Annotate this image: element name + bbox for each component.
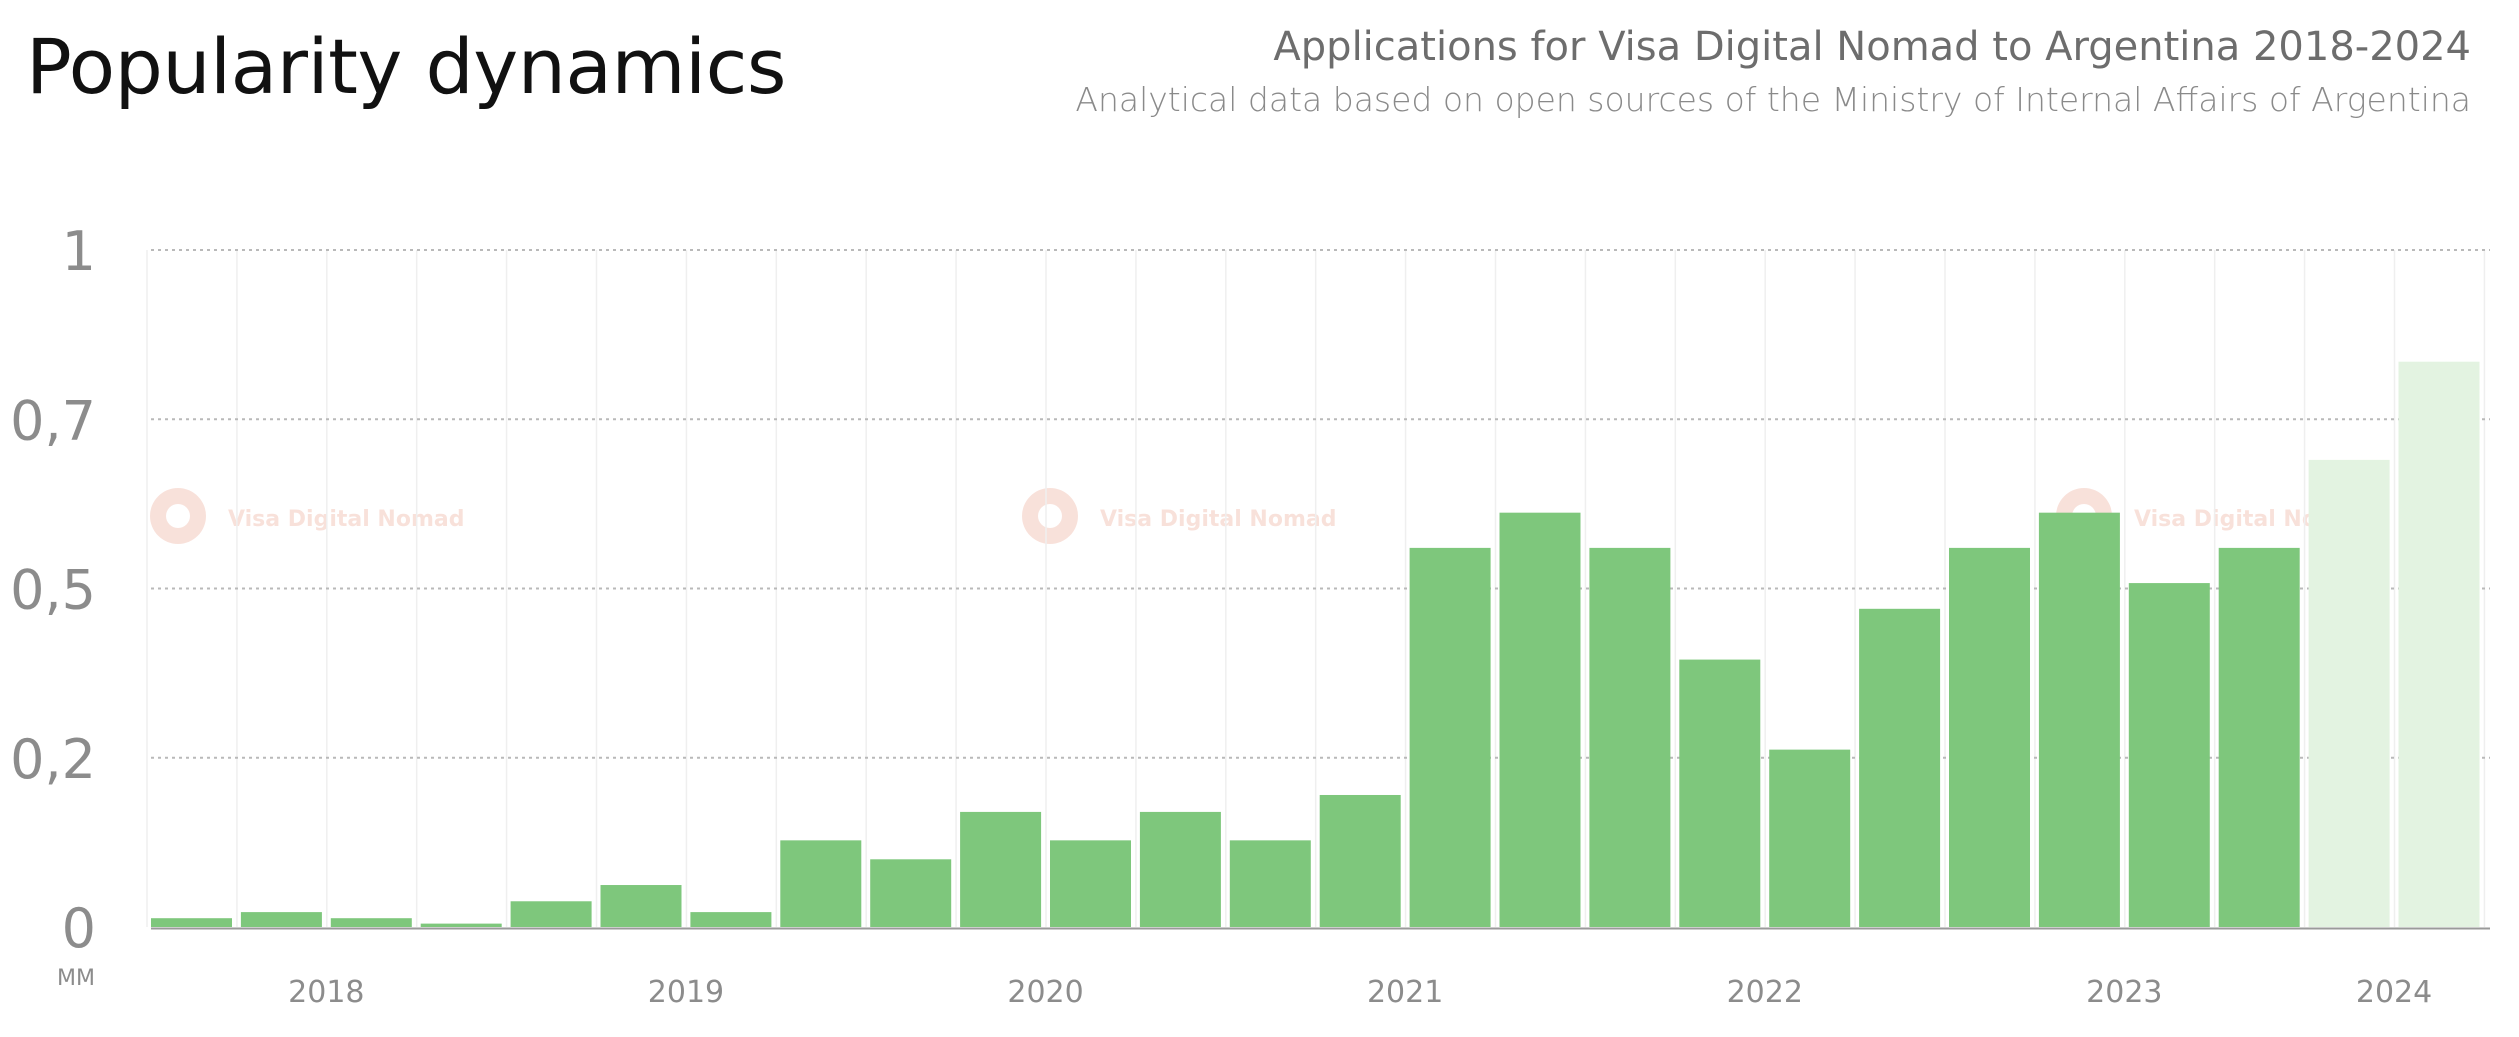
chart-subtitle: Analytical data based on open sources of… <box>1075 80 2471 119</box>
watermark-text: Visa Digital Nomad <box>228 507 464 532</box>
forecast-bar <box>2398 361 2480 928</box>
bar <box>1949 547 2030 927</box>
watermark: Visa Digital Nomad <box>150 488 464 544</box>
y-tick-label: 0,5 <box>10 559 96 622</box>
watermark-logo-center <box>1038 504 1062 528</box>
bar <box>870 859 952 927</box>
y-tick-label: 0,7 <box>10 389 96 452</box>
bar <box>1229 840 1311 927</box>
x-axis: 20182019202020212022202320242025 <box>151 927 2490 1010</box>
y-tick-label: 0 <box>62 897 96 960</box>
bar <box>1319 794 1401 927</box>
bar <box>780 840 862 927</box>
bar <box>330 918 412 927</box>
y-unit-label: MM <box>57 966 95 991</box>
bars-layer <box>151 361 2480 928</box>
forecast-bar <box>2308 459 2390 927</box>
x-tick-label: 2020 <box>1007 975 1083 1010</box>
bar <box>240 912 322 927</box>
bar <box>151 918 232 927</box>
bar <box>2038 512 2120 927</box>
bar <box>1589 547 1671 927</box>
watermark-text: Visa Digital Nomad <box>1100 507 1336 532</box>
bar <box>1679 659 1761 927</box>
bar <box>2218 547 2300 927</box>
bar <box>1139 811 1221 927</box>
y-axis: 0 0,2 0,5 0,7 1 MM <box>10 220 96 991</box>
x-tick-label: 2021 <box>1367 975 1443 1010</box>
bar <box>1859 608 1941 927</box>
bar <box>510 901 592 927</box>
x-tick-label: 2023 <box>2086 975 2162 1010</box>
grid-layer <box>146 249 2490 927</box>
y-tick-label: 0,2 <box>10 728 96 791</box>
watermark-logo-center <box>166 504 190 528</box>
bar <box>1409 547 1491 927</box>
watermark-layer: Visa Digital Nomad Visa Digital Nomad Visa… <box>150 488 2370 544</box>
y-tick-label: 1 <box>62 220 96 283</box>
bar <box>600 885 682 927</box>
bar <box>420 923 502 927</box>
watermark: Visa Digital Nomad <box>1022 488 1336 544</box>
x-tick-label: 2019 <box>648 975 724 1010</box>
page-title: Popularity dynamics <box>26 22 787 111</box>
bar <box>1499 512 1581 927</box>
bar <box>960 811 1042 927</box>
x-tick-label: 2022 <box>1727 975 1803 1010</box>
x-tick-label: 2024 <box>2356 975 2432 1010</box>
bar <box>690 912 772 927</box>
bar <box>1769 749 1851 927</box>
chart-title: Applications for Visa Digital Nomad to A… <box>1273 24 2471 70</box>
bar <box>2128 583 2210 927</box>
bar <box>1050 840 1131 927</box>
x-tick-label: 2018 <box>288 975 364 1010</box>
